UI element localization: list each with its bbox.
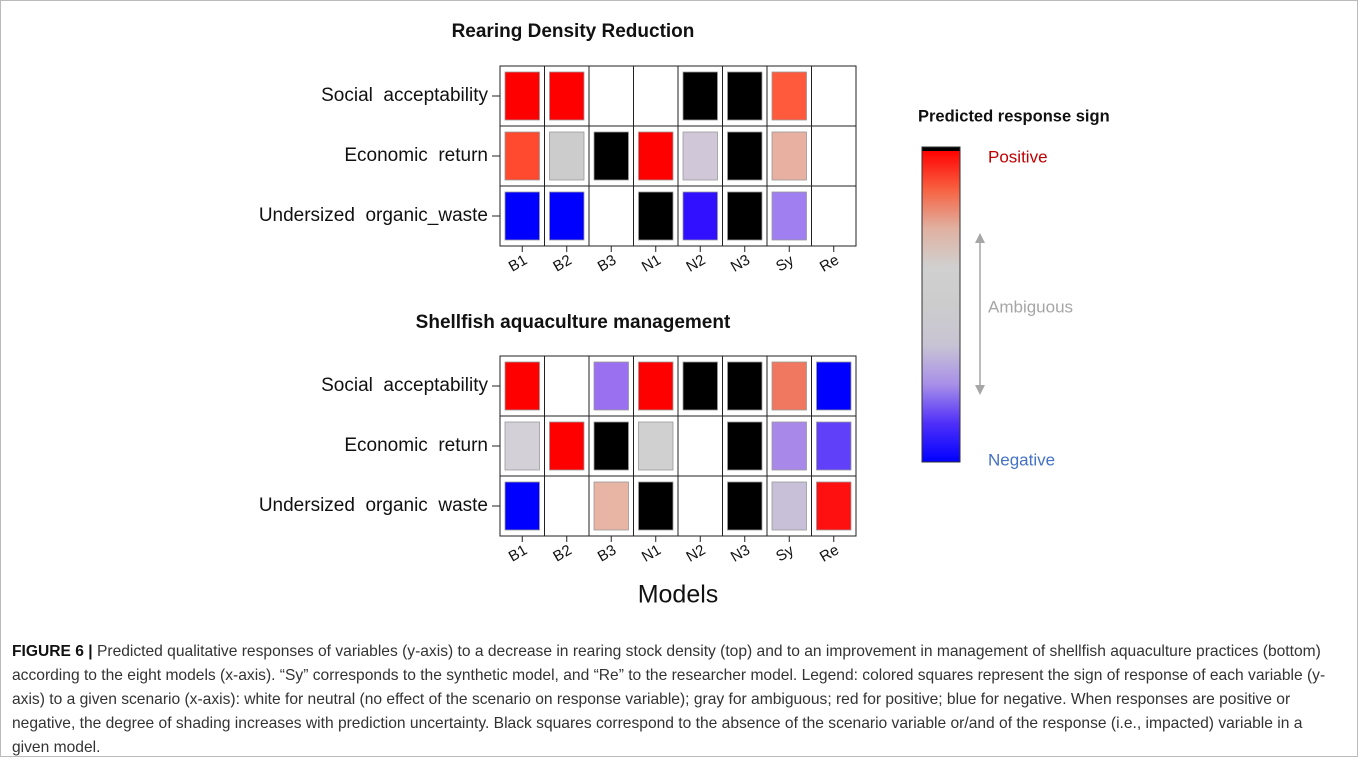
cell (593, 481, 629, 531)
cell (816, 361, 852, 411)
cell (638, 191, 674, 241)
cell (727, 191, 763, 241)
colorbar (922, 150, 960, 462)
cell (549, 421, 585, 471)
column-label: B1 (506, 252, 530, 276)
column-label: Re (817, 541, 842, 565)
cell (549, 362, 584, 410)
panel-title: Shellfish aquaculture management (416, 312, 731, 333)
cell (771, 421, 807, 471)
cell (816, 132, 851, 180)
column-label: B2 (550, 542, 574, 566)
column-label: Sy (773, 542, 797, 566)
cell (504, 191, 540, 241)
cell (816, 192, 851, 240)
column-label: N2 (683, 541, 708, 565)
cell (638, 131, 674, 181)
column-label: N2 (683, 251, 708, 275)
legend-ambiguous: Ambiguous (988, 297, 1073, 316)
cell (771, 131, 807, 181)
arrow-head (975, 385, 985, 395)
cell (504, 421, 540, 471)
cell (504, 131, 540, 181)
arrow-head (975, 233, 985, 243)
cell (549, 71, 585, 121)
cell (594, 72, 629, 120)
figure: Rearing Density Reduction Social acceptab… (259, 21, 1110, 609)
cell (816, 72, 851, 120)
row-label: Economic return (344, 145, 488, 166)
cell (727, 481, 763, 531)
cell (638, 421, 674, 471)
cell (549, 482, 584, 530)
cell (682, 191, 718, 241)
row-label: Social acceptability (321, 85, 488, 106)
column-label: N1 (639, 541, 664, 565)
colorbar-border (921, 146, 961, 463)
cell (727, 421, 763, 471)
cell (683, 422, 718, 470)
column-label: N3 (728, 541, 753, 565)
cell (549, 131, 585, 181)
cell (638, 481, 674, 531)
column-label: N1 (639, 251, 664, 275)
cell (816, 481, 852, 531)
cell (593, 361, 629, 411)
cell (593, 421, 629, 471)
cell (771, 71, 807, 121)
cell (816, 421, 852, 471)
cell (771, 361, 807, 411)
row-label: Social acceptability (321, 375, 488, 396)
panel-title: Rearing Density Reduction (452, 21, 695, 42)
cell (504, 481, 540, 531)
cell (593, 131, 629, 181)
cell (504, 361, 540, 411)
column-label: Sy (773, 252, 797, 276)
cell (771, 191, 807, 241)
caption-label: FIGURE 6 | (12, 643, 93, 660)
row-label: Undersized organic waste (259, 495, 488, 516)
x-axis-label: Models (638, 581, 719, 609)
cell (727, 361, 763, 411)
row-label: Economic return (344, 435, 488, 456)
caption-text: Predicted qualitative responses of varia… (12, 643, 1326, 756)
column-label: B1 (506, 542, 530, 566)
legend-title: Predicted response sign (918, 107, 1110, 125)
cell (683, 482, 718, 530)
cell (771, 481, 807, 531)
legend-positive: Positive (988, 147, 1048, 166)
cell (504, 71, 540, 121)
cell (549, 191, 585, 241)
cell (682, 361, 718, 411)
cell (594, 192, 629, 240)
caption: FIGURE 6 | Predicted qualitative respons… (12, 640, 1332, 760)
column-label: Re (817, 251, 842, 275)
cell (727, 71, 763, 121)
legend-negative: Negative (988, 450, 1055, 469)
cell (727, 131, 763, 181)
cell (682, 71, 718, 121)
row-label: Undersized organic_waste (259, 205, 488, 226)
column-label: B3 (595, 252, 619, 276)
column-label: N3 (728, 251, 753, 275)
cell (638, 361, 674, 411)
cell (682, 131, 718, 181)
cell (638, 72, 673, 120)
column-label: B3 (595, 542, 619, 566)
column-label: B2 (550, 252, 574, 276)
colorbar-top (922, 147, 960, 151)
